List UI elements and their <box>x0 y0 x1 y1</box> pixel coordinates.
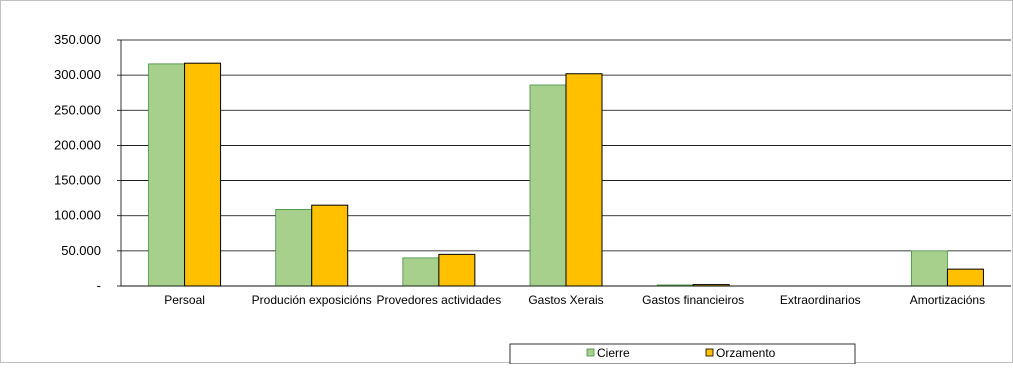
legend-box <box>509 343 856 365</box>
bar-orzamento-1 <box>311 204 349 287</box>
y-tick-label: - <box>97 278 101 293</box>
bar-orzamento-0 <box>184 62 222 287</box>
x-tick-label: Gastos financieiros <box>642 293 744 307</box>
bar-orzamento-2 <box>438 253 476 287</box>
bar-cierre-1 <box>275 208 313 287</box>
legend-label-cierre: Cierre <box>597 346 630 360</box>
y-tick-label: 250.000 <box>54 102 101 117</box>
y-tick-label: 200.000 <box>54 137 101 152</box>
legend-label-orzamento: Orzamento <box>716 346 776 360</box>
legend-swatch-orzamento <box>705 348 714 357</box>
bars <box>148 62 984 287</box>
legend: Cierre Orzamento <box>509 343 856 365</box>
bar-cierre-2 <box>402 257 440 287</box>
x-axis: Persoal Produción exposicións Provedores a… <box>121 285 1011 307</box>
x-tick-label: Persoal <box>164 293 205 307</box>
bar-cierre-0 <box>148 63 185 287</box>
x-tick-label: Provedores actividades <box>376 293 501 307</box>
y-axis: - 50.000 100.000 150.000 200.000 250.000 300.0… <box>54 32 122 293</box>
bar-orzamento-6 <box>946 268 984 287</box>
legend-swatch-cierre <box>586 348 595 357</box>
y-tick-label: 50.000 <box>61 243 101 258</box>
bar-cierre-3 <box>529 84 567 287</box>
x-tick-label: Gastos Xerais <box>528 293 603 307</box>
y-tick-label: 150.000 <box>54 173 101 188</box>
bar-orzamento-3 <box>565 73 603 287</box>
x-tick-label: Extraordinarios <box>780 293 861 307</box>
y-tick-label: 350.000 <box>54 32 101 47</box>
bar-cierre-6 <box>911 250 948 287</box>
x-tick-label: Amortizacións <box>910 293 985 307</box>
x-tick-label: Produción exposicións <box>252 293 372 307</box>
y-tick-label: 100.000 <box>54 208 101 223</box>
y-tick-label: 300.000 <box>54 67 101 82</box>
